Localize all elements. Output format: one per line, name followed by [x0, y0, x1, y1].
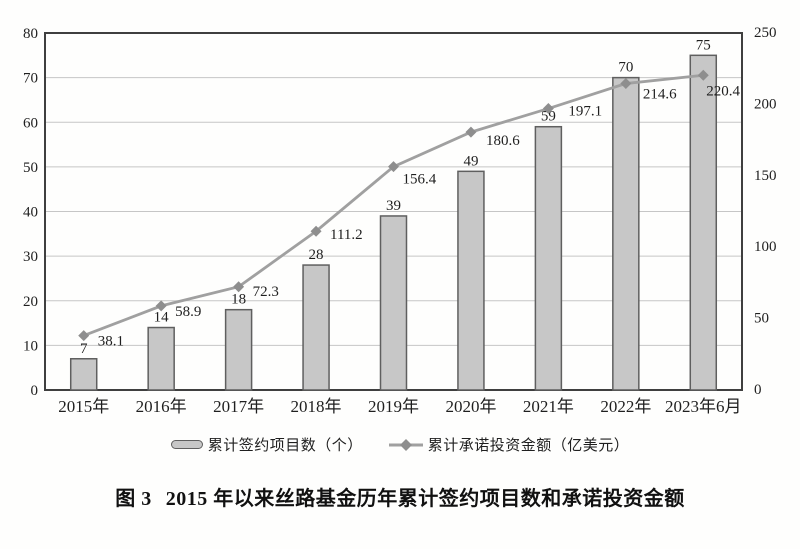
legend-bar-label: 累计签约项目数（个） [207, 438, 363, 454]
figure-caption: 图 3 2015 年以来丝路基金历年累计签约项目数和承诺投资金额 [0, 482, 800, 511]
bar-2018年 [302, 264, 330, 391]
left-axis-tick-label: 50 [23, 160, 38, 176]
x-axis-label: 2023年6月 [665, 397, 742, 416]
line-point-marker [310, 225, 322, 237]
legend-line-label: 累计承诺投资金额（亿美元） [427, 438, 630, 454]
line-value-label: 111.2 [330, 227, 363, 243]
line-value-label: 214.6 [643, 87, 677, 103]
bar-2021年 [534, 125, 563, 391]
line-value-label: 38.1 [98, 334, 124, 350]
x-axis-label: 2020年 [445, 397, 496, 416]
line-point-marker [388, 161, 399, 173]
figure-caption-number: 图 3 [115, 488, 152, 510]
right-axis-tick-label: 0 [754, 382, 762, 398]
line-value-label: 58.9 [175, 304, 201, 320]
left-axis-tick-label: 60 [23, 115, 38, 131]
line-value-label: 72.3 [253, 284, 279, 300]
line-value-label: 197.1 [568, 104, 602, 120]
bar-2019年 [379, 215, 408, 391]
combo-chart: 7 14 18 28 39 49 59 70 75 38.1 58.9 72.3 111.2 156.4 1… [23, 25, 777, 416]
right-axis-tick-label: 250 [754, 25, 777, 41]
legend-item-investment: 累计承诺投资金额（亿美元） [388, 434, 630, 455]
bar-value-label: 75 [696, 37, 711, 53]
line-value-label: 156.4 [403, 172, 437, 188]
right-axis-tick-label: 200 [754, 96, 777, 112]
left-axis-tick-label: 40 [23, 205, 38, 221]
x-axis-label: 2022年 [600, 397, 651, 416]
x-axis-label: 2015年 [58, 397, 109, 416]
line-point-marker [78, 330, 90, 342]
bar-value-label: 18 [231, 292, 246, 308]
left-axis-tick-label: 30 [23, 249, 38, 265]
bar-value-label: 70 [618, 60, 633, 76]
bar-2022年 [612, 76, 640, 391]
bar-value-label: 49 [463, 153, 478, 169]
line-point-marker [542, 103, 554, 115]
figure-caption-title: 2015 年以来丝路基金历年累计签约项目数和承诺投资金额 [165, 488, 685, 510]
left-axis-tick-label: 0 [31, 383, 39, 399]
bar-value-label: 7 [80, 341, 88, 357]
x-axis-label: 2019年 [368, 397, 419, 416]
chart-legend: 累计签约项目数（个） 累计承诺投资金额（亿美元） [0, 434, 800, 455]
legend-line-swatch-icon [388, 438, 423, 451]
line-point-marker [620, 78, 632, 90]
bar-2023年6月 [689, 54, 718, 391]
x-axis-label: 2017年 [213, 397, 264, 416]
legend-bar-swatch-icon [170, 440, 203, 449]
bar-value-label: 39 [386, 198, 401, 214]
line-point-marker [697, 69, 709, 81]
legend-item-projects: 累计签约项目数（个） [170, 434, 363, 455]
x-axis-label: 2018年 [291, 397, 342, 416]
line-point-marker [233, 281, 245, 293]
bar-2020年 [457, 170, 485, 391]
bar-value-label: 28 [309, 247, 324, 263]
x-axis-label: 2016年 [136, 397, 187, 416]
line-value-label: 180.6 [486, 133, 520, 149]
right-axis-tick-label: 150 [754, 168, 777, 184]
left-axis-tick-label: 20 [23, 294, 38, 310]
line-point-marker [465, 126, 477, 138]
line-value-label: 220.4 [706, 83, 740, 99]
bar-2015年 [69, 358, 98, 391]
left-axis-tick-label: 10 [23, 338, 38, 354]
bar-value-label: 14 [154, 310, 170, 326]
bar-value-label: 59 [541, 109, 556, 125]
bar-2017年 [224, 308, 253, 391]
line-point-marker [155, 300, 167, 312]
left-axis-tick-label: 70 [23, 71, 38, 87]
right-axis-tick-label: 50 [754, 311, 769, 327]
left-axis-tick-label: 80 [23, 26, 38, 42]
x-axis-label: 2021年 [523, 397, 574, 416]
bar-2016年 [147, 326, 175, 391]
right-axis-tick-label: 100 [754, 239, 777, 255]
